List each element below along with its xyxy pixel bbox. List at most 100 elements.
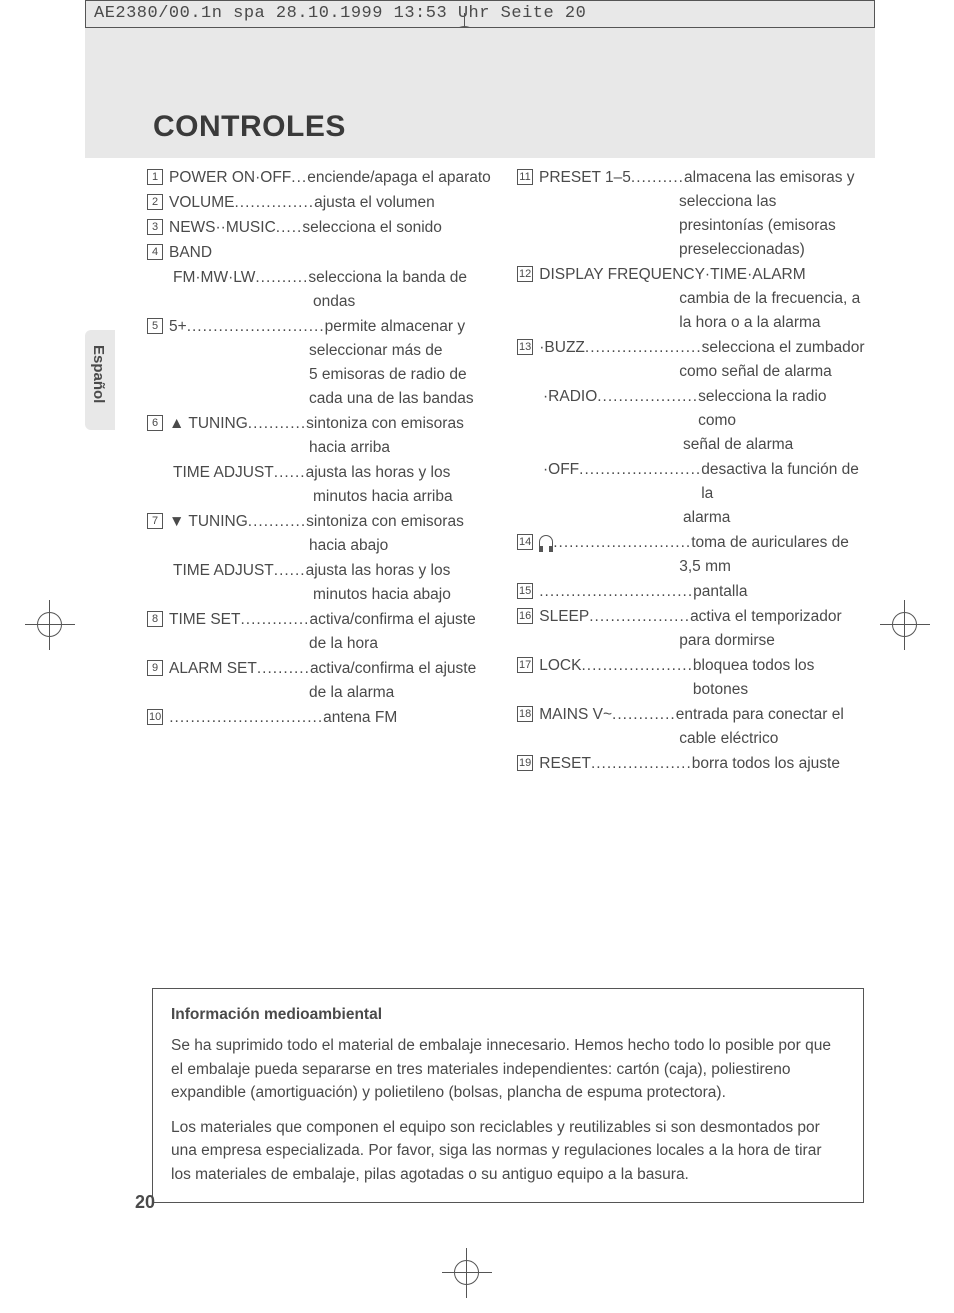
header-text: AE2380/00.1n spa 28.10.1999 13:53 Uhr Se… [94, 4, 586, 23]
entry-number: 18 [517, 706, 533, 722]
entry-dots: ...... [274, 461, 306, 485]
entry-desc: pantalla [693, 580, 747, 604]
entry-term: FM·MW·LW [173, 266, 255, 290]
entry-body: POWER ON·OFF ...enciende/apaga el aparat… [169, 166, 497, 190]
entry-desc: sintoniza con emisoras [306, 510, 464, 534]
entry-body: DISPLAY FREQUENCY·TIME·ALARMcambia de la… [539, 263, 867, 335]
entry-desc: activa/confirma el ajuste [309, 608, 475, 632]
controls-columns: 1 POWER ON·OFF ...enciende/apaga el apara… [147, 166, 867, 777]
info-box: Información medioambiental Se ha suprimi… [152, 988, 864, 1203]
entry-desc: ajusta las horas y los [306, 559, 451, 583]
entry-desc-cont: selecciona las [539, 190, 867, 214]
entry-number: 11 [517, 169, 533, 185]
entry-term [539, 531, 553, 555]
entry-dots: ....................... [579, 458, 701, 506]
control-entry: 16SLEEP...................activa el temp… [517, 605, 867, 653]
control-entry: 6 ▲ TUNING...........sintoniza con emisor… [147, 412, 497, 460]
entry-body: TIME ADJUST......ajusta las horas y losm… [173, 559, 497, 607]
entry-desc: permite almacenar y [325, 315, 465, 339]
entry-desc: ajusta las horas y los [306, 461, 451, 485]
entry-term: BAND [169, 241, 212, 265]
right-column: 11 PRESET 1–5..........almacena las emiso… [517, 166, 867, 777]
entry-number: 16 [517, 608, 533, 624]
entry-number: 12 [517, 266, 533, 282]
entry-number: 1 [147, 169, 163, 185]
entry-desc-cont: 3,5 mm [539, 555, 867, 579]
control-entry: 11 PRESET 1–5..........almacena las emiso… [517, 166, 867, 262]
entry-number: 8 [147, 611, 163, 627]
page-number: 20 [135, 1192, 155, 1213]
entry-number: 14 [517, 534, 533, 550]
entry-dots: .......................... [187, 315, 325, 339]
entry-desc: desactiva la función de la [701, 458, 867, 506]
entry-desc: antena FM [323, 706, 397, 730]
entry-term: ·RADIO [543, 385, 597, 433]
entry-desc: borra todos los ajuste [692, 752, 840, 776]
entry-term: ▲ TUNING [169, 412, 248, 436]
entry-dots: ...................... [585, 336, 702, 360]
entry-dots: .......... [631, 166, 684, 190]
control-entry: TIME ADJUST......ajusta las horas y losm… [147, 559, 497, 607]
entry-number: 9 [147, 660, 163, 676]
control-entry: FM·MW·LW..........selecciona la banda de… [147, 266, 497, 314]
entry-desc: toma de auriculares de [691, 531, 849, 555]
control-entry: ·RADIO...................selecciona la r… [517, 385, 867, 457]
entry-dots: .......... [255, 266, 308, 290]
entry-body: FM·MW·LW..........selecciona la banda de… [173, 266, 497, 314]
entry-desc: selecciona el sonido [302, 216, 442, 240]
entry-number: 3 [147, 219, 163, 235]
entry-body: ·RADIO...................selecciona la r… [543, 385, 867, 457]
info-box-title: Información medioambiental [171, 1003, 845, 1026]
entry-body: ..........................toma de auricu… [539, 531, 867, 579]
entry-desc-cont: minutos hacia arriba [173, 485, 497, 509]
entry-body: NEWS··MUSIC.....selecciona el sonido [169, 216, 497, 240]
entry-term: TIME SET [169, 608, 240, 632]
entry-desc: sintoniza con emisoras [306, 412, 464, 436]
entry-desc-cont: para dormirse [539, 629, 867, 653]
control-entry: 12 DISPLAY FREQUENCY·TIME·ALARMcambia de … [517, 263, 867, 335]
entry-dots: .......................... [553, 531, 691, 555]
control-entry: ·OFF.......................desactiva la … [517, 458, 867, 530]
entry-dots: ..... [276, 216, 303, 240]
entry-term: LOCK [539, 654, 581, 702]
control-entry: 10.............................antena FM [147, 706, 497, 730]
entry-dots: ............... [234, 191, 314, 215]
control-entry: 13·BUZZ......................selecciona … [517, 336, 867, 384]
entry-number: 2 [147, 194, 163, 210]
entry-term: VOLUME [169, 191, 234, 215]
crop-mark-left [25, 600, 75, 650]
entry-body: ▼ TUNING...........sintoniza con emisora… [169, 510, 497, 558]
entry-term: TIME ADJUST [173, 559, 274, 583]
control-entry: 7 ▼ TUNING...........sintoniza con emisor… [147, 510, 497, 558]
headphones-icon [539, 535, 553, 549]
entry-dots: ................... [591, 752, 692, 776]
entry-number: 10 [147, 709, 163, 725]
entry-number: 6 [147, 415, 163, 431]
control-entry: 1 POWER ON·OFF ...enciende/apaga el apara… [147, 166, 497, 190]
entry-term: ·BUZZ [539, 336, 585, 360]
entry-dots: ........... [248, 412, 306, 436]
entry-desc: activa el temporizador [690, 605, 842, 629]
entry-term: MAINS V~ [539, 703, 612, 727]
entry-dots: ............................. [539, 580, 693, 604]
entry-dots: .......... [257, 657, 310, 681]
page-title: CONTROLES [153, 110, 346, 144]
language-tab: Español [85, 330, 115, 430]
entry-desc: selecciona el zumbador [702, 336, 865, 360]
control-entry: 5 5+..........................permite alm… [147, 315, 497, 411]
entry-body: PRESET 1–5..........almacena las emisora… [539, 166, 867, 262]
entry-desc: enciende/apaga el aparato [307, 166, 491, 190]
control-entry: 15.............................pantalla [517, 580, 867, 604]
entry-number: 7 [147, 513, 163, 529]
left-column: 1 POWER ON·OFF ...enciende/apaga el apara… [147, 166, 497, 777]
entry-desc-cont: cable eléctrico [539, 727, 867, 751]
control-entry: 18MAINS V~............entrada para conec… [517, 703, 867, 751]
control-entry: 4BAND [147, 241, 497, 265]
entry-desc-cont: presintonías (emisoras [539, 214, 867, 238]
info-box-p1: Se ha suprimido todo el material de emba… [171, 1034, 845, 1104]
entry-term: DISPLAY FREQUENCY·TIME·ALARM [539, 263, 805, 287]
entry-term: POWER ON·OFF [169, 166, 291, 190]
entry-body: 5+..........................permite alma… [169, 315, 497, 411]
entry-desc-cont: de la alarma [169, 681, 497, 705]
entry-number: 5 [147, 318, 163, 334]
